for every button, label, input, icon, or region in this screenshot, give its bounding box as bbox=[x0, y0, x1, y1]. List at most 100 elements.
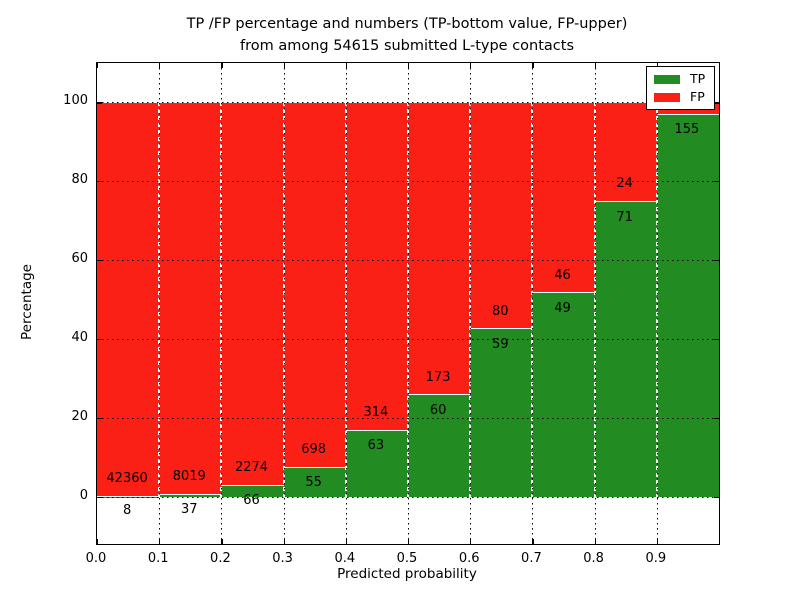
y-axis-label: Percentage bbox=[19, 264, 35, 340]
tp-count-label: 55 bbox=[305, 475, 322, 491]
y-tick-mark bbox=[97, 260, 102, 262]
tp-count-label: 71 bbox=[616, 209, 633, 225]
bar-fp-segment bbox=[532, 102, 595, 294]
fp-count-label: 42360 bbox=[106, 471, 148, 487]
chart-title-line1: TP /FP percentage and numbers (TP-bottom… bbox=[186, 16, 628, 32]
y-tick-mark bbox=[714, 181, 719, 183]
tp-swatch-icon bbox=[654, 74, 680, 84]
y-tick-mark bbox=[97, 181, 102, 183]
bar-fp-segment bbox=[97, 102, 160, 497]
x-tick-mark bbox=[470, 63, 472, 68]
legend-item-tp: TP bbox=[654, 71, 707, 86]
x-tick-mark bbox=[656, 63, 658, 68]
x-tick-label: 0.2 bbox=[210, 551, 231, 566]
bar-tp-segment bbox=[594, 202, 657, 497]
x-tick-label: 0.8 bbox=[583, 551, 604, 566]
x-tick-label: 0.4 bbox=[334, 551, 356, 566]
x-tick-mark bbox=[159, 539, 161, 544]
plot-area bbox=[96, 62, 720, 545]
bar-fp-segment bbox=[408, 102, 471, 396]
gridline-vertical bbox=[345, 63, 347, 544]
x-tick-mark bbox=[470, 539, 472, 544]
y-tick-label: 80 bbox=[71, 172, 88, 188]
y-tick-label: 60 bbox=[71, 251, 88, 267]
x-tick-label: 0.6 bbox=[458, 551, 480, 566]
gridline-vertical bbox=[470, 63, 472, 544]
tp-count-label: 59 bbox=[492, 336, 509, 352]
x-tick-mark bbox=[159, 63, 161, 68]
x-tick-label: 0.9 bbox=[645, 551, 667, 566]
tp-count-label: 155 bbox=[674, 122, 700, 138]
x-tick-mark bbox=[594, 539, 596, 544]
gridline-horizontal bbox=[97, 260, 719, 262]
tp-count-label: 66 bbox=[243, 493, 260, 509]
gridline-vertical bbox=[408, 63, 409, 544]
fp-count-label: 2274 bbox=[234, 460, 269, 475]
gridline-horizontal bbox=[97, 338, 719, 340]
bar-fp-segment bbox=[221, 102, 284, 486]
gridline-horizontal bbox=[97, 496, 719, 498]
gridline-vertical bbox=[656, 63, 658, 544]
x-tick-label: 0.7 bbox=[521, 551, 542, 566]
bar-tp-segment bbox=[470, 329, 533, 497]
bar-fp-segment bbox=[470, 102, 533, 330]
legend-item-fp: FP bbox=[654, 89, 707, 104]
y-tick-mark bbox=[714, 338, 719, 341]
x-tick-mark bbox=[656, 539, 658, 544]
bar-tp-segment bbox=[345, 430, 408, 497]
bar-tp-segment bbox=[656, 114, 719, 497]
x-tick-label: 0.3 bbox=[272, 551, 293, 566]
x-tick-mark bbox=[283, 539, 285, 544]
x-tick-mark bbox=[221, 539, 223, 544]
gridline-vertical bbox=[283, 63, 285, 544]
fp-count-label: 46 bbox=[554, 267, 571, 283]
x-tick-mark bbox=[97, 539, 99, 544]
y-tick-label: 20 bbox=[71, 408, 88, 424]
x-tick-mark bbox=[532, 539, 534, 544]
bar-tp-segment bbox=[283, 467, 346, 497]
legend-label-fp: FP bbox=[690, 89, 705, 104]
y-tick-mark bbox=[97, 338, 102, 341]
x-tick-label: 0.0 bbox=[85, 551, 107, 566]
x-tick-mark bbox=[221, 63, 223, 68]
bar-fp-segment bbox=[345, 102, 408, 431]
fp-count-label: 314 bbox=[363, 405, 389, 421]
y-tick-mark bbox=[714, 102, 719, 104]
fp-count-label: 80 bbox=[492, 303, 509, 319]
x-tick-mark bbox=[283, 63, 285, 68]
x-tick-mark bbox=[408, 63, 410, 68]
gridline-horizontal bbox=[97, 181, 719, 183]
y-tick-mark bbox=[97, 102, 102, 104]
fp-count-label: 8019 bbox=[172, 469, 206, 485]
x-tick-mark bbox=[408, 539, 410, 544]
legend: TP FP bbox=[646, 66, 715, 110]
fp-swatch-icon bbox=[654, 92, 680, 102]
x-tick-mark bbox=[532, 63, 534, 68]
tp-count-label: 8 bbox=[122, 502, 132, 518]
bar-fp-segment bbox=[159, 102, 222, 495]
fp-count-label: 698 bbox=[301, 442, 327, 458]
tp-count-label: 63 bbox=[367, 438, 385, 454]
x-tick-mark bbox=[345, 63, 347, 68]
x-tick-mark bbox=[594, 63, 596, 68]
bar-tp-segment bbox=[159, 494, 222, 497]
x-tick-mark bbox=[345, 539, 347, 544]
bar-tp-segment bbox=[221, 485, 284, 497]
x-axis-label: Predicted probability bbox=[337, 566, 477, 582]
chart-title-line2: from among 54615 submitted L-type contac… bbox=[239, 38, 575, 54]
chart-title: TP /FP percentage and numbers (TP-bottom… bbox=[96, 13, 718, 57]
bar-fp-segment bbox=[283, 102, 346, 468]
y-tick-mark bbox=[97, 417, 102, 420]
legend-label-tp: TP bbox=[690, 71, 706, 86]
x-tick-label: 0.1 bbox=[147, 551, 169, 566]
fp-count-label: 24 bbox=[616, 176, 633, 192]
y-tick-label: 100 bbox=[63, 93, 88, 109]
bar-tp-segment bbox=[408, 395, 471, 497]
tp-count-label: 60 bbox=[429, 402, 447, 418]
x-tick-mark bbox=[97, 63, 99, 68]
x-tick-label: 0.5 bbox=[396, 551, 418, 566]
bar-fp-segment bbox=[594, 102, 657, 202]
gridline-vertical bbox=[594, 63, 596, 544]
gridline-vertical bbox=[221, 63, 223, 544]
